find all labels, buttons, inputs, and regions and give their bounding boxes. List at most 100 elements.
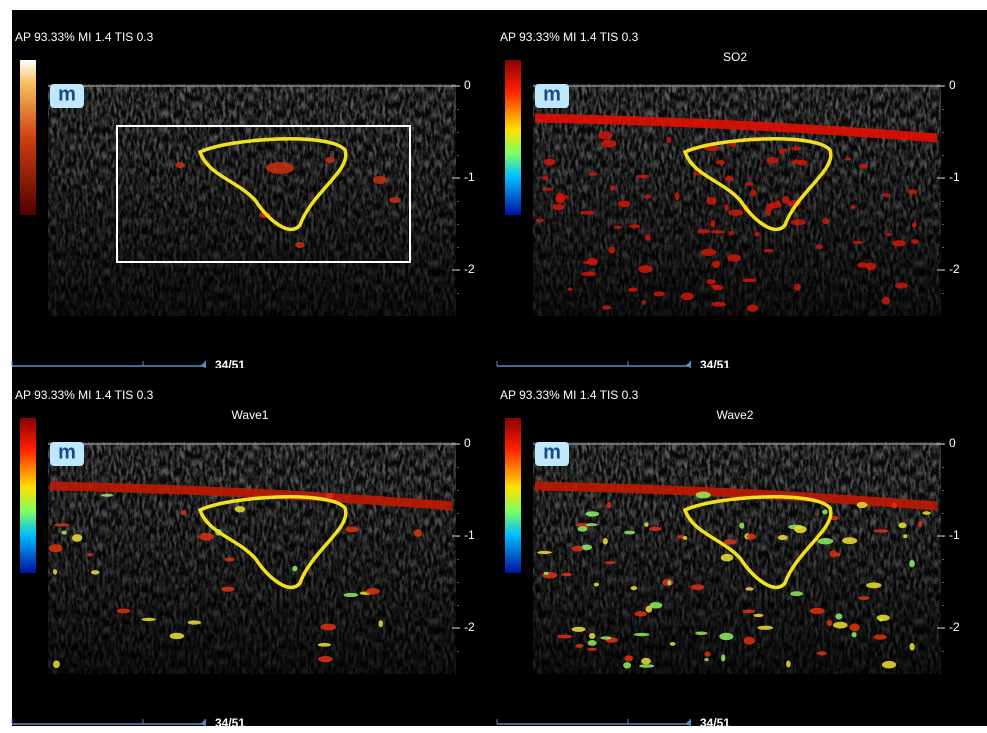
frame-counter: 34/51 (215, 716, 245, 730)
signal-speck (343, 593, 358, 597)
signal-speck (725, 176, 734, 182)
signal-speck (724, 204, 728, 211)
flow-signal (266, 162, 294, 174)
signal-speck (681, 293, 694, 301)
signal-speck (606, 502, 611, 508)
signal-speck (818, 538, 834, 544)
depth-label: 0 (949, 78, 956, 92)
signal-speck (696, 492, 711, 499)
signal-speck (54, 523, 70, 526)
color-bar (505, 418, 521, 573)
signal-speck (704, 658, 708, 661)
signal-speck (857, 502, 868, 508)
signal-speck (634, 633, 649, 636)
signal-speck (598, 132, 612, 140)
logo-letter: m (58, 441, 76, 463)
signal-speck (744, 637, 755, 645)
signal-speck (750, 189, 756, 196)
signal-speck (851, 632, 856, 637)
signal-speck (604, 561, 615, 564)
signal-speck (833, 622, 848, 629)
signal-speck (918, 521, 922, 528)
signal-speck (602, 305, 611, 309)
signal-speck (747, 305, 759, 312)
flow-signal (373, 176, 387, 184)
signal-speck (697, 229, 709, 233)
signal-speck (600, 636, 611, 639)
signal-speck (572, 546, 583, 552)
signal-speck (903, 534, 907, 538)
signal-speck (117, 609, 131, 614)
signal-speck (638, 265, 652, 273)
signal-speck (575, 644, 583, 648)
signal-speck (850, 623, 860, 631)
flow-signal (325, 157, 335, 163)
signal-speck (721, 554, 734, 562)
signal-speck (754, 232, 759, 237)
signal-speck (729, 231, 734, 235)
signal-speck (716, 160, 726, 165)
signal-speck (588, 640, 597, 646)
mode-title: Wave2 (717, 408, 754, 422)
signal-speck (637, 175, 650, 179)
signal-speck (873, 529, 889, 532)
signal-speck (321, 624, 337, 631)
signal-speck (912, 223, 916, 228)
signal-speck (790, 591, 803, 596)
image-panel: AP 93.33% MI 1.4 TIS 0.3Wave1m0-1-234/51 (12, 368, 502, 730)
signal-speck (860, 164, 868, 169)
signal-speck (587, 258, 598, 266)
signal-speck (791, 146, 801, 150)
signal-speck (628, 288, 638, 292)
image-panel: AP 93.33% MI 1.4 TIS 0.3Wave2m0-1-234/51 (497, 368, 987, 730)
signal-speck (630, 586, 637, 590)
signal-speck (775, 200, 780, 204)
signal-speck (61, 531, 66, 535)
signal-speck (683, 536, 687, 540)
depth-label: -1 (464, 170, 475, 184)
depth-label: -2 (949, 262, 960, 276)
signal-speck (224, 557, 234, 561)
signal-speck (712, 260, 720, 268)
signal-speck (577, 526, 587, 532)
signal-speck (378, 620, 383, 627)
signal-speck (366, 588, 380, 595)
acoustic-header: AP 93.33% MI 1.4 TIS 0.3 (15, 388, 154, 402)
signal-speck (610, 185, 614, 191)
signal-speck (866, 582, 881, 588)
signal-speck (608, 247, 615, 254)
signal-speck (766, 208, 771, 216)
signal-speck (49, 544, 63, 552)
signal-speck (72, 534, 82, 542)
signal-speck (318, 643, 331, 647)
signal-speck (711, 230, 726, 234)
signal-speck (345, 527, 357, 533)
signal-speck (542, 188, 553, 191)
depth-label: 0 (464, 78, 471, 92)
mode-title: Wave1 (232, 408, 269, 422)
signal-speck (778, 535, 788, 540)
signal-speck (865, 263, 876, 271)
signal-speck (779, 150, 784, 155)
signal-speck (746, 534, 756, 540)
depth-label: -1 (949, 170, 960, 184)
signal-speck (292, 566, 297, 571)
signal-speck (794, 284, 801, 291)
signal-speck (791, 160, 803, 164)
signal-speck (706, 197, 716, 205)
signal-speck (667, 580, 671, 585)
signal-speck (898, 522, 906, 528)
signal-speck (235, 506, 246, 513)
signal-speck (892, 240, 905, 247)
signal-speck (791, 219, 806, 225)
signal-speck (614, 226, 622, 229)
logo-letter: m (543, 441, 561, 463)
signal-speck (543, 176, 548, 181)
signal-speck (721, 654, 725, 661)
signal-speck (701, 249, 717, 256)
signal-speck (909, 560, 915, 568)
signal-speck (53, 569, 57, 574)
signal-speck (624, 531, 635, 535)
signal-speck (142, 618, 156, 621)
signal-speck (588, 172, 597, 175)
